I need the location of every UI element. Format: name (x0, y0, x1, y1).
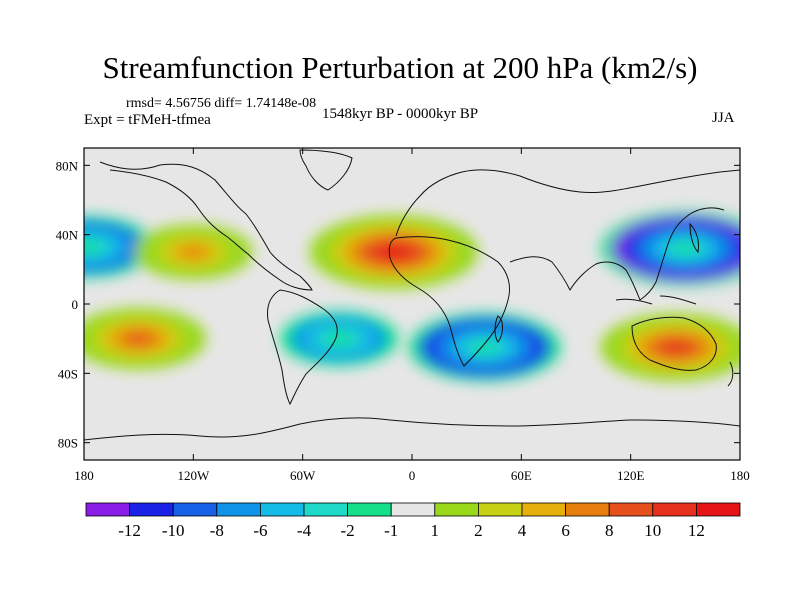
period-label: 1548kyr BP - 0000kyr BP (322, 106, 479, 122)
colorbar-label: -10 (162, 521, 185, 540)
y-tick-label: 80S (58, 436, 78, 451)
colorbar-swatch (696, 502, 741, 517)
coast-asia-south (509, 207, 725, 301)
coast-europe (395, 169, 740, 237)
colorbar-label: 12 (688, 521, 705, 540)
colorbar-label: 10 (644, 521, 661, 540)
colorbar-swatch (390, 502, 436, 517)
colorbar-swatch (652, 502, 697, 517)
colorbar-label: -4 (297, 521, 312, 540)
coast-madagascar (494, 315, 503, 343)
map-plot-area: 180 120W 60W 0 60E 120E 180 80N 40N 0 40S 80S (56, 147, 750, 483)
x-tick-label: 120W (177, 468, 210, 483)
field-contour-3-6 (665, 342, 688, 353)
coast-africa (388, 236, 511, 367)
x-tick-label: 60E (511, 468, 532, 483)
chart-title: Streamfunction Perturbation at 200 hPa (… (102, 50, 698, 85)
colorbar-label: 2 (474, 521, 483, 540)
colorbar-swatch (347, 502, 392, 517)
field-contour-6-4 (181, 246, 206, 258)
y-tick-label: 0 (72, 297, 79, 312)
colorbar-swatch (477, 502, 523, 517)
colorbar-swatch (303, 502, 348, 517)
coast-north-america (99, 161, 313, 291)
coastlines (84, 149, 740, 441)
field-contour-7-4 (327, 333, 351, 345)
colorbar-swatch (216, 502, 261, 517)
axis-ticks (83, 148, 741, 460)
colorbar-swatch (434, 502, 479, 517)
field-contour-1-7 (674, 243, 696, 254)
rmsd-label: rmsd= 4.56756 diff= 1.74148e-08 (126, 96, 317, 111)
field-contour-0-7 (383, 247, 405, 257)
colorbar-label: -2 (341, 521, 355, 540)
x-tick-label: 180 (74, 468, 94, 483)
x-tick-label: 0 (409, 468, 416, 483)
y-tick-label: 40S (58, 366, 78, 381)
y-tick-label: 80N (56, 158, 79, 173)
y-tick-label: 40N (56, 228, 79, 243)
coast-japan (689, 222, 699, 254)
map-background (84, 148, 740, 460)
colorbar-label: -6 (253, 521, 267, 540)
x-tick-label: 180 (730, 468, 750, 483)
season-label: JJA (712, 110, 735, 126)
colorbar: -12 -10 -8 -6 -4 -2 -1 1 2 4 6 8 10 12 (85, 502, 741, 540)
x-tick-label: 60W (290, 468, 316, 483)
colorbar-label: -8 (210, 521, 224, 540)
colorbar-label: 4 (518, 521, 527, 540)
streamfunction-field (84, 211, 740, 382)
colorbar-swatch (129, 502, 174, 517)
colorbar-swatch (85, 502, 130, 517)
colorbar-label: -1 (384, 521, 398, 540)
colorbar-swatch (521, 502, 566, 517)
coast-indonesia (615, 295, 697, 305)
y-axis-labels: 80N 40N 0 40S 80S (56, 158, 79, 450)
colorbar-swatch (172, 502, 218, 517)
coast-new-zealand (727, 361, 734, 387)
colorbar-label: -12 (118, 521, 141, 540)
x-tick-label: 120E (617, 468, 645, 483)
experiment-label: Expt = tFMeH-tfmea (84, 112, 211, 128)
coast-greenland (299, 149, 353, 191)
x-axis-labels: 180 120W 60W 0 60E 120E 180 (74, 468, 750, 483)
field-contour-5-5 (84, 241, 99, 252)
colorbar-label: 6 (561, 521, 570, 540)
colorbar-label: 8 (605, 521, 614, 540)
colorbar-swatch (565, 502, 610, 517)
colorbar-label: 1 (431, 521, 440, 540)
colorbar-swatch (259, 502, 305, 517)
coast-antarctica (84, 417, 740, 441)
coast-australia (631, 316, 717, 371)
colorbar-swatch (608, 502, 654, 517)
field-contour-4-5 (127, 333, 150, 344)
coast-south-america (267, 289, 338, 406)
